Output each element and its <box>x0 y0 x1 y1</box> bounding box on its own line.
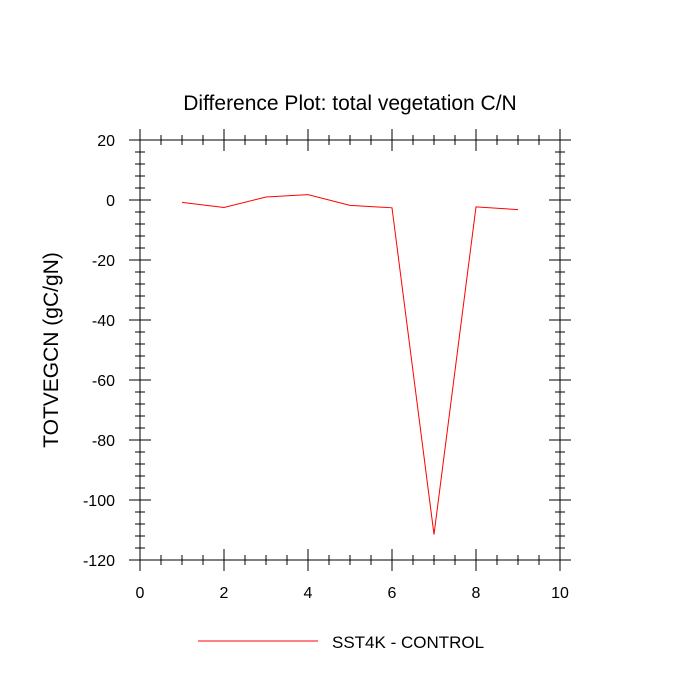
plot-area-border <box>139 139 561 561</box>
legend: SST4K - CONTROL <box>198 633 484 652</box>
y-tick-label: 0 <box>106 193 115 210</box>
y-tick-label: -20 <box>92 253 115 270</box>
series-layer <box>181 194 519 535</box>
x-tick-label: 4 <box>304 585 313 602</box>
x-tick-label: 2 <box>220 585 229 602</box>
plot-frame <box>139 139 561 561</box>
x-tick-label: 6 <box>388 585 397 602</box>
legend-label: SST4K - CONTROL <box>332 633 484 652</box>
y-tick-label: -100 <box>83 493 115 510</box>
y-tick-label: -120 <box>83 553 115 570</box>
axis-tick-labels: 0 2 4 6 8 10 20 0 -20 -40 -60 -80 -100 -120 <box>83 133 569 602</box>
y-tick-label: -60 <box>92 373 115 390</box>
x-tick-label: 10 <box>551 585 569 602</box>
x-tick-label: 8 <box>472 585 481 602</box>
chart-title: Difference Plot: total vegetation C/N <box>183 92 516 115</box>
y-axis-label: TOTVEGCN (gC/gN) <box>40 252 63 448</box>
series-line <box>181 194 519 535</box>
y-tick-label: -80 <box>92 433 115 450</box>
axis-ticks <box>129 129 571 571</box>
x-tick-label: 0 <box>136 585 145 602</box>
y-tick-label: -40 <box>92 313 115 330</box>
y-tick-label: 20 <box>97 133 115 150</box>
